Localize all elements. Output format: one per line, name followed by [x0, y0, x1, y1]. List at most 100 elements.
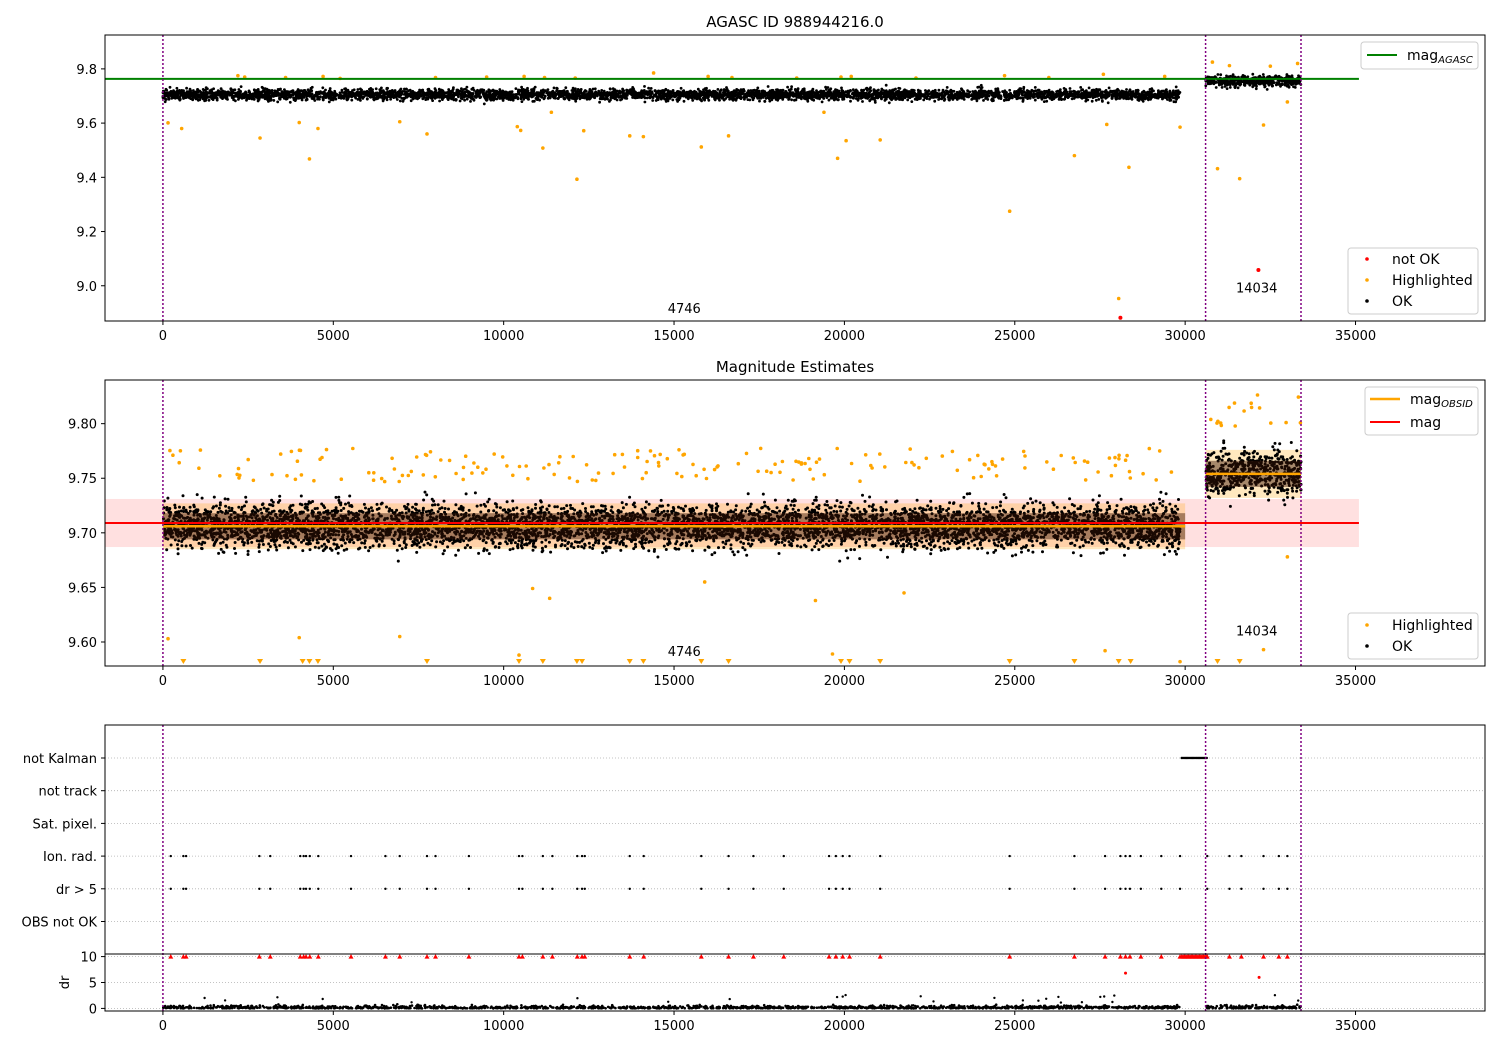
ok-point — [245, 98, 248, 102]
ok-point — [372, 97, 375, 101]
ok-point — [960, 88, 964, 92]
ok-point — [394, 93, 398, 97]
ok-point — [268, 89, 272, 93]
ok-point — [718, 98, 721, 102]
ok-point — [451, 93, 455, 96]
ok-point — [495, 97, 499, 101]
ok-point — [502, 94, 505, 98]
ok-point — [187, 90, 190, 93]
ok-point — [505, 97, 508, 100]
ok-point — [602, 89, 606, 93]
ok-point — [870, 95, 874, 98]
ok-point — [1251, 72, 1255, 76]
ok-point — [912, 89, 916, 92]
ok-point — [402, 96, 406, 100]
ok-point — [432, 93, 435, 97]
ok-point — [786, 85, 789, 89]
ok-point — [588, 88, 592, 91]
ok-point — [756, 86, 760, 90]
ok-point — [464, 87, 467, 91]
ok-point — [558, 94, 562, 97]
ok-point — [250, 97, 254, 101]
ok-point — [663, 97, 667, 101]
ok-point — [204, 86, 208, 90]
ok-point — [953, 92, 957, 96]
ok-point — [1158, 92, 1162, 96]
ok-point — [1082, 95, 1085, 99]
ok-point — [803, 94, 806, 98]
ok-point — [793, 88, 797, 91]
ok-point — [710, 92, 714, 96]
ok-point — [719, 88, 723, 92]
ok-point — [917, 97, 921, 101]
ok-point — [949, 96, 953, 100]
ok-point — [887, 101, 891, 105]
ok-point — [846, 92, 850, 96]
ok-point — [883, 91, 887, 94]
ok-point — [726, 89, 730, 93]
ok-point — [360, 88, 363, 92]
ok-point — [398, 95, 401, 99]
ok-point — [356, 88, 360, 91]
ok-point — [237, 88, 241, 91]
ok-point — [658, 93, 662, 97]
ok-point — [696, 87, 700, 91]
ok-point — [722, 98, 726, 102]
ok-point — [458, 99, 462, 103]
ok-point — [236, 94, 240, 97]
ok-point — [526, 86, 529, 90]
ok-point — [306, 88, 310, 92]
ok-point — [934, 91, 937, 94]
ok-point — [787, 98, 790, 101]
ok-point — [433, 87, 437, 91]
ok-point — [260, 95, 264, 99]
ok-point — [781, 98, 785, 101]
ok-point — [667, 93, 670, 97]
ok-point — [1112, 89, 1116, 93]
ok-point — [972, 92, 976, 96]
ok-point — [601, 95, 605, 98]
ok-point — [645, 96, 649, 100]
ok-point — [662, 89, 665, 92]
ok-point — [794, 94, 797, 98]
ok-point — [1052, 97, 1056, 101]
ok-point — [501, 97, 505, 101]
ok-point — [204, 98, 208, 102]
ok-point — [943, 94, 947, 97]
ok-point — [1058, 88, 1062, 91]
ok-point — [354, 96, 358, 100]
ok-point — [826, 86, 830, 89]
ok-point — [884, 83, 888, 87]
ok-point — [1091, 88, 1095, 92]
ok-point — [822, 94, 826, 98]
ok-point — [1026, 96, 1030, 100]
ok-point — [1225, 87, 1229, 90]
ok-point — [192, 89, 195, 92]
ok-point — [976, 85, 980, 89]
ok-point — [331, 97, 335, 100]
ok-point — [1115, 89, 1118, 92]
ok-point — [862, 88, 866, 92]
ok-point — [849, 99, 852, 103]
ok-point — [385, 98, 389, 102]
ok-point — [535, 94, 539, 98]
ok-point — [905, 92, 908, 96]
ok-point — [563, 97, 566, 101]
ok-point — [376, 97, 380, 100]
ok-point — [873, 101, 877, 104]
ok-point — [465, 85, 469, 89]
ok-point — [186, 93, 190, 97]
ok-point — [852, 91, 855, 95]
ok-point — [773, 92, 777, 96]
ok-point — [856, 97, 860, 101]
ok-point — [735, 96, 739, 100]
ok-point — [707, 98, 711, 102]
ok-point — [448, 96, 452, 100]
ok-point — [207, 98, 211, 102]
ok-point — [1145, 93, 1149, 97]
ok-point — [580, 95, 583, 99]
ok-point — [820, 92, 824, 96]
ok-point — [979, 91, 982, 95]
ok-point — [885, 93, 889, 96]
ok-point — [438, 99, 441, 103]
